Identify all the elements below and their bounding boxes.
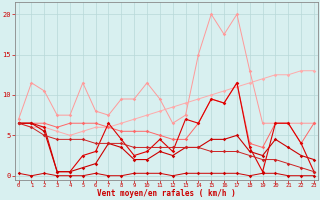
X-axis label: Vent moyen/en rafales ( km/h ): Vent moyen/en rafales ( km/h ) bbox=[97, 189, 236, 198]
